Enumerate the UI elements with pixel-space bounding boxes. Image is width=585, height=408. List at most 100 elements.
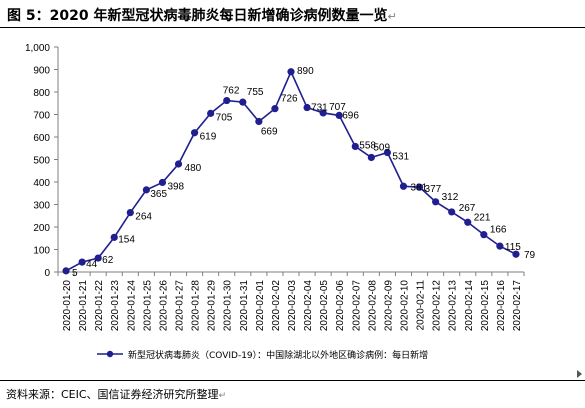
- data-label: 312: [442, 192, 459, 203]
- data-label: 619: [200, 132, 217, 143]
- data-point: [158, 178, 167, 187]
- chart-legend: 新型冠状病毒肺炎（COVID-19）：中国除湖北以外地区确诊病例：每日新增: [97, 349, 428, 361]
- data-point: [432, 198, 440, 206]
- y-tick-labels: 0 100 200 300 400 500 600 700 800 900 1,000: [25, 43, 50, 279]
- x-tick-labels: 2020-01-20 2020-01-21 2020-01-22 2020-01-23…: [62, 280, 523, 332]
- data-point: [319, 109, 327, 117]
- x-tick-label: 2020-02-14: [464, 280, 475, 332]
- paragraph-mark-icon: ↵: [387, 10, 397, 23]
- data-point: [190, 129, 199, 137]
- y-tick-label: 600: [33, 133, 50, 144]
- data-point: [415, 183, 424, 191]
- y-tick-label: 400: [33, 178, 50, 189]
- data-point: [126, 209, 134, 217]
- x-tick-label: 2020-02-15: [480, 280, 491, 332]
- source-text: 资料来源：CEIC、国信证券经济研究所整理: [6, 388, 219, 401]
- y-tick-label: 700: [33, 111, 50, 122]
- x-tick-label: 2020-02-02: [271, 280, 282, 332]
- data-point: [367, 153, 375, 162]
- x-tick-label: 2020-02-05: [319, 280, 330, 332]
- data-point: [207, 109, 215, 117]
- data-point: [255, 117, 263, 126]
- data-point: [239, 98, 247, 106]
- y-tick-label: 1,000: [25, 43, 50, 54]
- x-tick-label: 2020-02-12: [432, 280, 443, 332]
- chart-axes: [54, 46, 525, 276]
- paragraph-mark-icon: ↵: [218, 391, 227, 401]
- data-label: 398: [167, 181, 184, 192]
- x-tick-label: 2020-01-22: [94, 280, 105, 332]
- data-point: [174, 160, 183, 168]
- figure-title-text: 图 5：2020 年新型冠状病毒肺炎每日新增确诊病例数量一览: [7, 8, 388, 24]
- x-tick-label: 2020-01-26: [158, 280, 169, 332]
- source-note: 资料来源：CEIC、国信证券经济研究所整理↵: [6, 386, 226, 402]
- data-label: 531: [392, 152, 409, 163]
- x-tick-label: 2020-02-08: [367, 280, 378, 332]
- legend-swatch-point: [106, 350, 114, 358]
- data-point: [78, 258, 86, 266]
- y-tick-label: 0: [44, 268, 50, 279]
- y-tick-label: 300: [33, 201, 50, 212]
- data-label: 79: [524, 250, 536, 261]
- x-tick-label: 2020-01-28: [191, 280, 202, 332]
- data-point: [142, 186, 150, 194]
- data-label: 890: [297, 66, 314, 77]
- data-label: 705: [216, 112, 233, 123]
- data-label: 707: [329, 102, 346, 113]
- y-tick-label: 200: [33, 223, 50, 234]
- data-point: [110, 233, 118, 241]
- data-label: 221: [474, 212, 491, 223]
- data-point: [496, 242, 504, 250]
- data-point: [271, 105, 279, 113]
- x-tick-label: 2020-01-27: [175, 280, 186, 332]
- data-label: 365: [150, 189, 167, 200]
- x-tick-label: 2020-01-20: [62, 280, 73, 332]
- data-label: 115: [505, 242, 521, 253]
- x-tick-label: 2020-02-13: [448, 280, 459, 332]
- data-label: 726: [281, 94, 298, 105]
- scroll-marker-icon: [577, 370, 582, 378]
- data-point: [383, 148, 392, 157]
- data-label: 62: [102, 255, 114, 266]
- data-label: 377: [425, 184, 442, 195]
- data-point: [448, 208, 456, 216]
- data-point: [223, 96, 231, 105]
- x-tick-label: 2020-02-17: [512, 280, 523, 332]
- x-tick-label: 2020-02-03: [287, 280, 298, 332]
- data-label: 381: [410, 182, 427, 193]
- x-tick-label: 2020-01-30: [223, 280, 234, 332]
- y-tick-label: 900: [33, 66, 50, 77]
- data-label: 267: [459, 203, 476, 214]
- x-tick-label: 2020-02-04: [303, 280, 314, 332]
- data-label: 558: [359, 140, 376, 151]
- data-label: 731: [311, 103, 328, 114]
- data-point: [512, 250, 520, 258]
- data-label: 755: [247, 87, 264, 98]
- data-point: [94, 254, 102, 262]
- x-tick-label: 2020-01-29: [207, 280, 218, 332]
- y-tick-label: 800: [33, 88, 50, 99]
- x-tick-label: 2020-02-11: [416, 280, 427, 331]
- data-label: 44: [86, 259, 98, 270]
- x-tick-label: 2020-01-24: [126, 280, 137, 332]
- title-rule: [0, 27, 585, 28]
- data-point: [464, 218, 472, 226]
- data-label: 166: [490, 225, 507, 236]
- x-tick-label: 2020-01-23: [110, 280, 121, 332]
- x-tick-label: 2020-02-10: [399, 280, 410, 332]
- source-rule: [0, 380, 585, 381]
- x-tick-label: 2020-02-16: [496, 280, 507, 332]
- data-point: [303, 103, 311, 112]
- data-label: 696: [342, 110, 359, 121]
- y-tick-label: 500: [33, 156, 50, 167]
- data-points: [62, 68, 520, 275]
- y-tick-label: 100: [33, 246, 50, 257]
- x-tick-label: 2020-01-31: [239, 280, 250, 332]
- data-label: 669: [261, 126, 278, 137]
- data-label: 154: [118, 234, 135, 245]
- data-label: 480: [185, 163, 202, 174]
- data-point: [351, 142, 359, 151]
- legend-label: 新型冠状病毒肺炎（COVID-19）：中国除湖北以外地区确诊病例：每日新增: [128, 349, 428, 361]
- data-point: [399, 182, 408, 190]
